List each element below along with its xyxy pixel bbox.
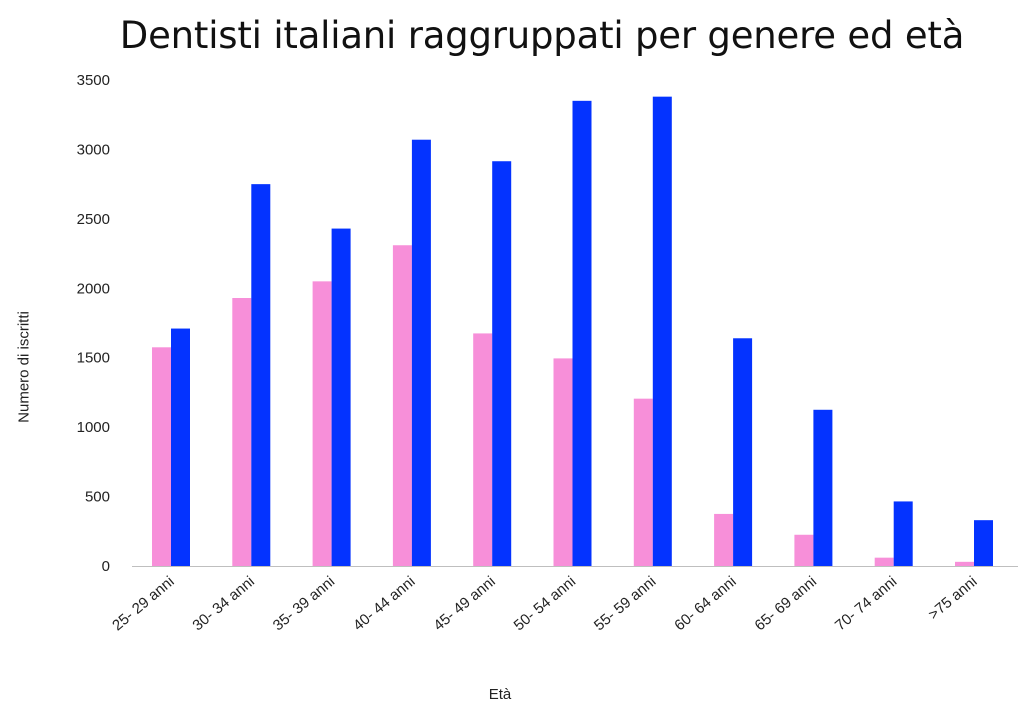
bar-series-2 bbox=[813, 409, 833, 566]
bar-series-1 bbox=[152, 347, 171, 566]
bar-series-2 bbox=[171, 328, 190, 566]
bar-series-1 bbox=[955, 561, 974, 566]
y-tick-label: 2000 bbox=[77, 280, 110, 297]
x-tick-label: 55- 59 anni bbox=[591, 573, 659, 634]
bar-series-2 bbox=[251, 184, 271, 566]
bar-series-1 bbox=[392, 245, 412, 567]
x-tick-label: >75 anni bbox=[925, 573, 980, 623]
y-axis-ticks: 0 500 1000 1500 2000 2500 3000 3500 bbox=[77, 72, 110, 575]
x-tick-label: 30- 34 anni bbox=[189, 573, 257, 634]
x-tick-label: 45- 49 anni bbox=[430, 573, 498, 634]
y-tick-label: 1000 bbox=[77, 419, 110, 436]
bar-series-2 bbox=[331, 228, 351, 566]
bar-series-1 bbox=[714, 513, 734, 566]
bar-series-2 bbox=[733, 338, 753, 566]
x-tick-label: 35- 39 anni bbox=[270, 573, 338, 634]
bar-series-1 bbox=[794, 534, 814, 566]
chart-title: Dentisti italiani raggruppati per genere… bbox=[119, 14, 965, 57]
x-tick-label: 50- 54 anni bbox=[511, 573, 579, 634]
bar-series-2 bbox=[411, 139, 431, 567]
x-tick-label: 25- 29 anni bbox=[109, 573, 177, 634]
x-tick-label: 70- 74 anni bbox=[832, 573, 900, 634]
bar-series-1 bbox=[553, 358, 573, 566]
y-tick-label: 2500 bbox=[77, 211, 110, 228]
y-tick-label: 3500 bbox=[77, 72, 110, 89]
bar-series-2 bbox=[893, 501, 913, 566]
bar-series-1 bbox=[312, 281, 332, 566]
x-tick-label: 65- 69 anni bbox=[752, 573, 820, 634]
bar-series-1 bbox=[473, 333, 493, 566]
bar-series-2 bbox=[974, 520, 993, 566]
y-tick-label: 3000 bbox=[77, 141, 110, 158]
y-tick-label: 1500 bbox=[77, 350, 110, 367]
x-axis-ticks: 25- 29 anni 30- 34 anni 35- 39 anni 40- 44 … bbox=[109, 573, 980, 634]
x-axis-label: Età bbox=[488, 686, 512, 703]
bar-series-2 bbox=[492, 161, 512, 566]
bar-series-1 bbox=[633, 398, 653, 566]
y-tick-label: 500 bbox=[85, 489, 110, 506]
bar-series-2 bbox=[652, 96, 672, 567]
bars bbox=[152, 96, 993, 567]
bar-series-1 bbox=[874, 557, 894, 566]
x-tick-label: 40- 44 anni bbox=[350, 573, 418, 634]
y-tick-label: 0 bbox=[102, 558, 110, 575]
x-tick-label: 60- 64 anni bbox=[671, 573, 739, 634]
bar-series-1 bbox=[232, 298, 252, 566]
bar-series-2 bbox=[572, 100, 592, 566]
